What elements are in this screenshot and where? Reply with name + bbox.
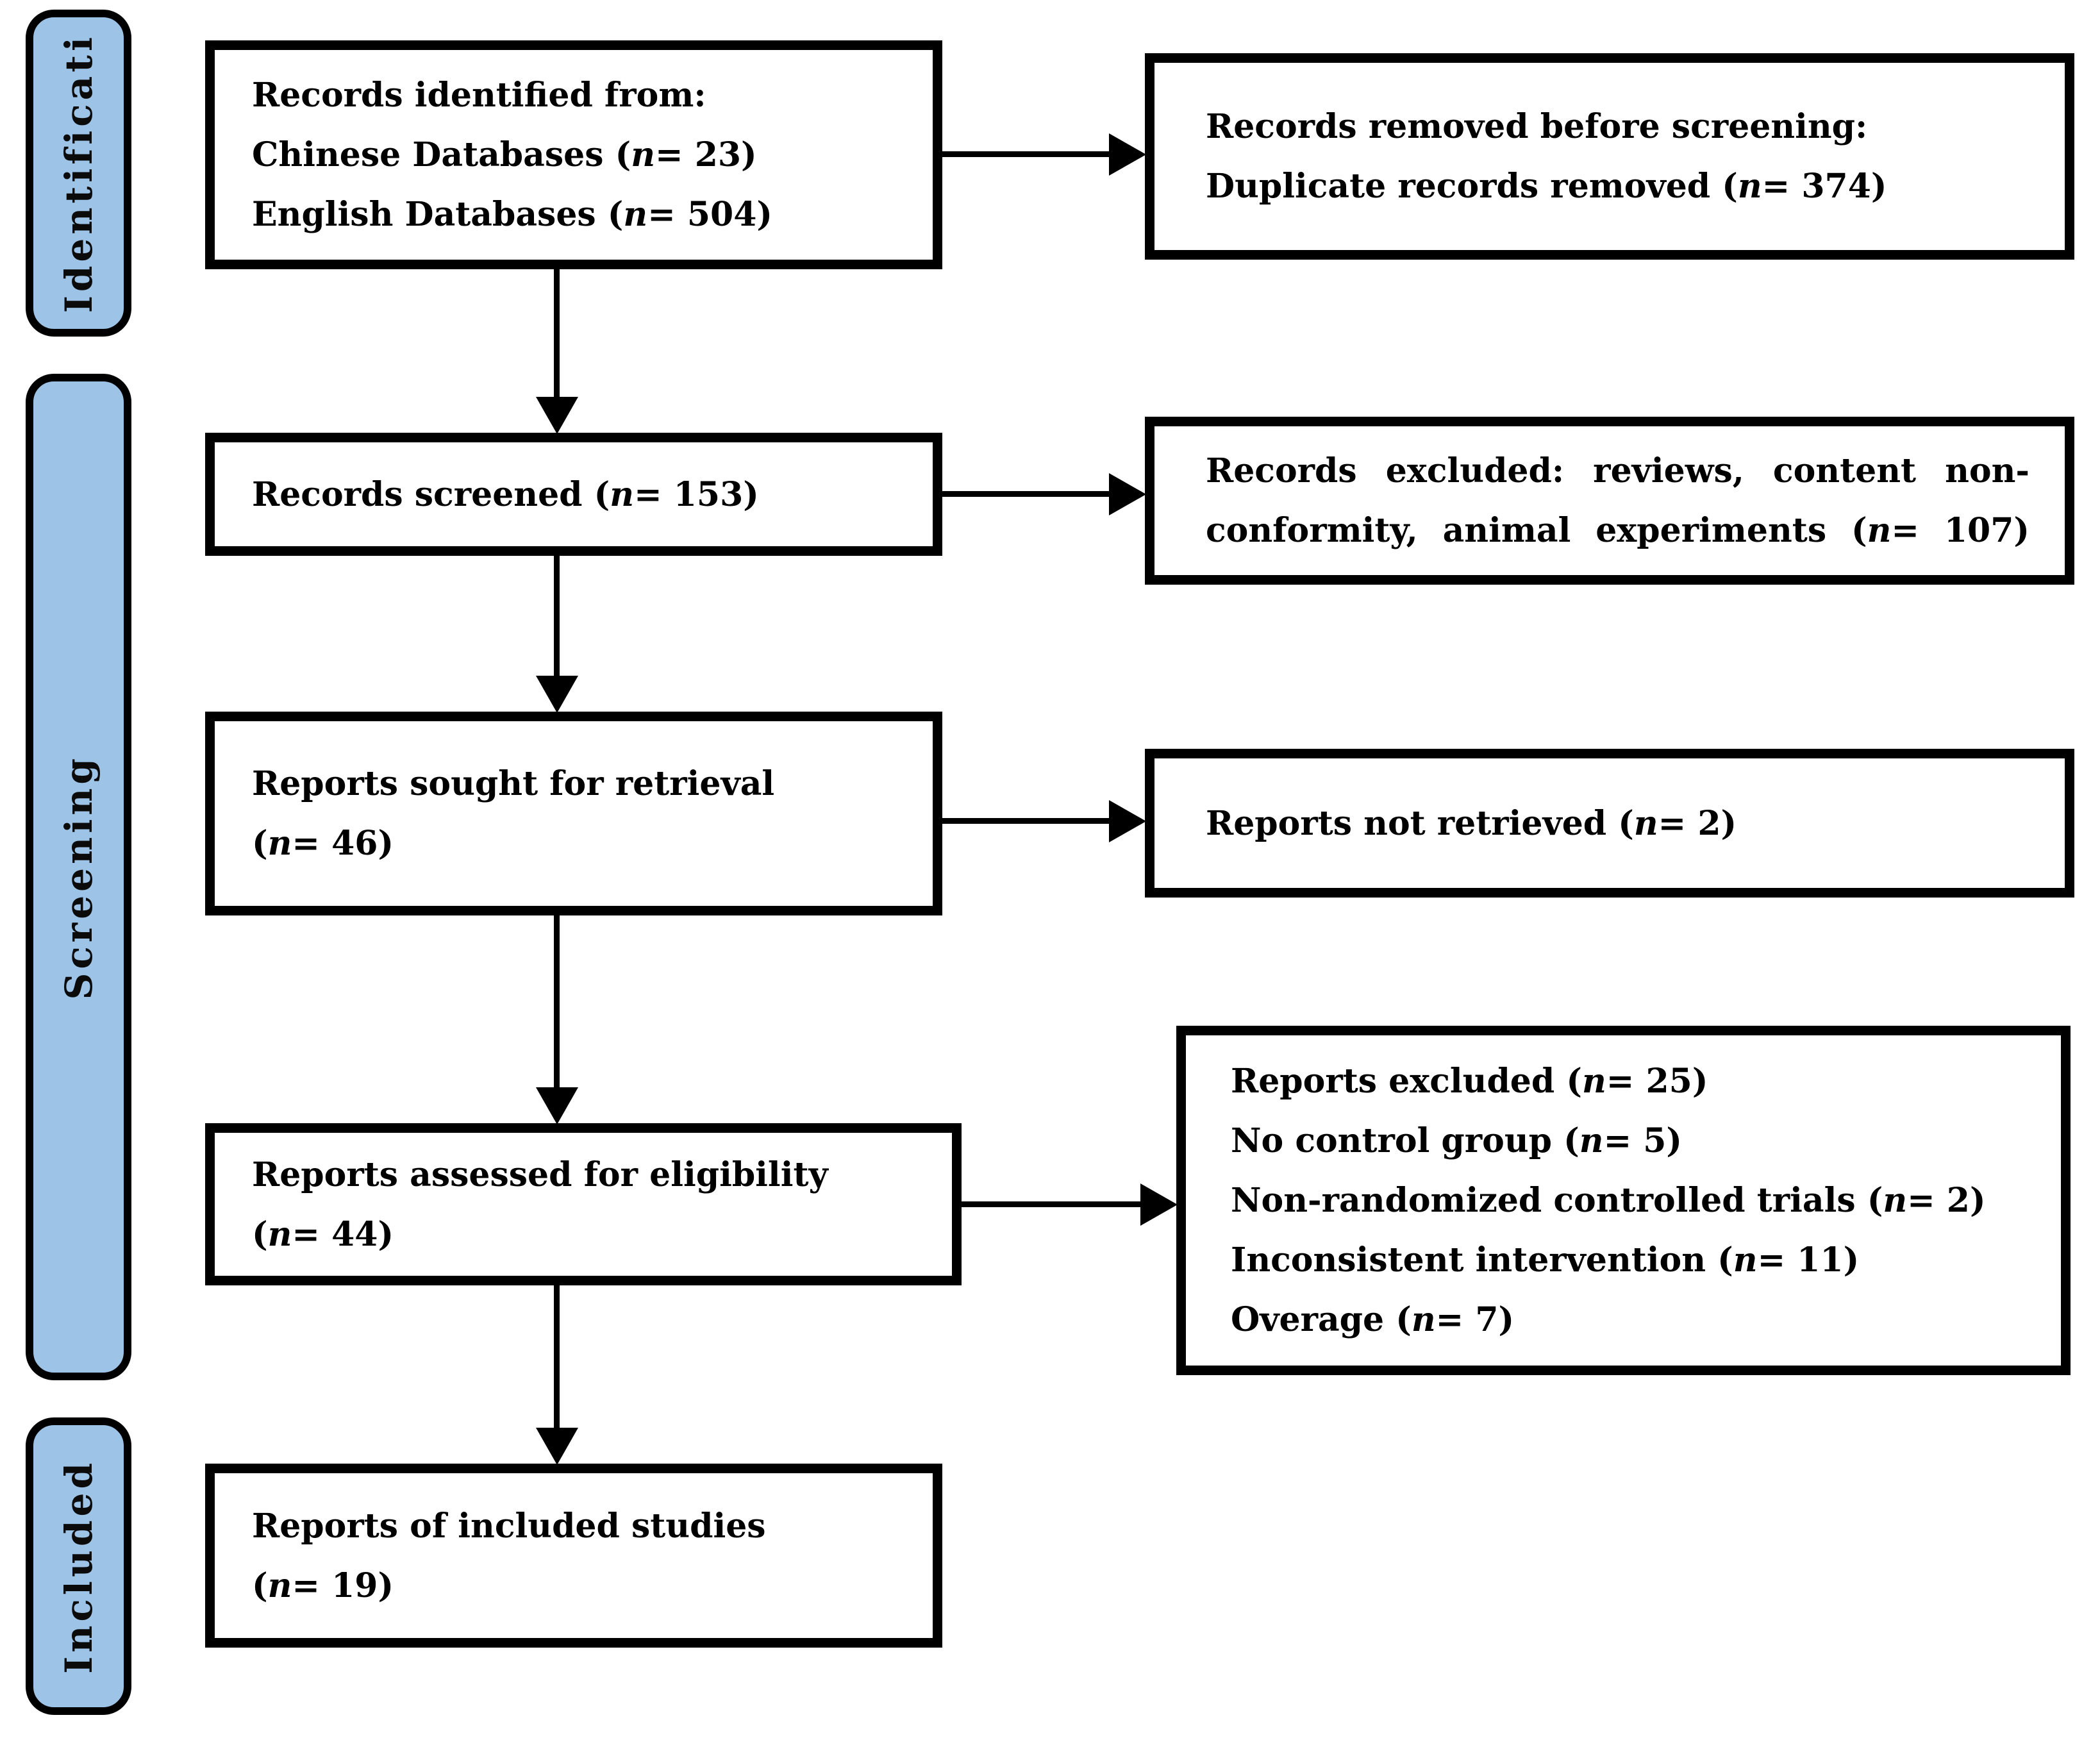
box-reports-sought: Reports sought for retrieval (n= 46) bbox=[205, 712, 942, 915]
records-screened-line-1: Records screened (n= 153) bbox=[252, 474, 759, 514]
reports-assessed-line-1: Reports assessed for eligibility bbox=[252, 1155, 828, 1194]
reports-included-line-1: Reports of included studies bbox=[252, 1506, 766, 1546]
arrow-identified-to-screened-line bbox=[554, 269, 560, 399]
arrow-assessed-to-excluded-head bbox=[1140, 1183, 1178, 1226]
arrow-identified-to-screened-head bbox=[536, 397, 578, 434]
stage-included: Included bbox=[26, 1417, 131, 1715]
arrow-assessed-to-included-line bbox=[554, 1285, 560, 1430]
arrow-identified-to-removed-head bbox=[1109, 133, 1146, 176]
arrow-screened-to-sought-head bbox=[536, 676, 578, 713]
stage-identification: Identificati bbox=[26, 10, 131, 337]
box-records-screened: Records screened (n= 153) bbox=[205, 433, 942, 556]
arrow-assessed-to-included-head bbox=[536, 1428, 578, 1465]
arrow-sought-to-notretrieved-head bbox=[1109, 800, 1146, 842]
box-reports-not-retrieved: Reports not retrieved (n= 2) bbox=[1145, 749, 2074, 898]
box-records-identified: Records identified from: Chinese Databas… bbox=[205, 40, 942, 269]
arrow-assessed-to-excluded-line bbox=[962, 1201, 1141, 1207]
arrow-sought-to-assessed-head bbox=[536, 1087, 578, 1124]
reports-excluded-line-3: Non-randomized controlled trials (n= 2) bbox=[1231, 1181, 1986, 1220]
box-reports-excluded-eligibility: Reports excluded (n= 25) No control grou… bbox=[1176, 1026, 2071, 1375]
records-removed-line-2: Duplicate records removed (n= 374) bbox=[1206, 167, 1887, 206]
records-removed-line-1: Records removed before screening: bbox=[1206, 107, 1868, 146]
arrow-sought-to-notretrieved-line bbox=[942, 818, 1110, 824]
arrow-identified-to-removed-line bbox=[942, 151, 1110, 157]
box-reports-assessed: Reports assessed for eligibility (n= 44) bbox=[205, 1123, 962, 1285]
arrow-screened-to-excluded-line bbox=[942, 491, 1110, 497]
reports-excluded-line-2: No control group (n= 5) bbox=[1231, 1121, 1683, 1160]
records-excluded-line-2: conformity, animal experiments (n= 107) bbox=[1206, 511, 2030, 550]
records-identified-line-2: Chinese Databases (n= 23) bbox=[252, 135, 757, 174]
stage-included-label: Included bbox=[56, 1458, 101, 1674]
records-identified-line-3: English Databases (n= 504) bbox=[252, 195, 773, 234]
reports-excluded-line-4: Inconsistent intervention (n= 11) bbox=[1231, 1241, 1860, 1280]
records-excluded-line-1: Records excluded: reviews, content non- bbox=[1206, 451, 2029, 490]
arrow-screened-to-sought-line bbox=[554, 555, 560, 678]
records-identified-line-1: Records identified from: bbox=[252, 76, 706, 115]
reports-sought-line-1: Reports sought for retrieval bbox=[252, 764, 775, 803]
stage-screening: Screening bbox=[26, 374, 131, 1380]
stage-identification-label: Identificati bbox=[56, 33, 101, 313]
reports-included-line-2: (n= 19) bbox=[252, 1566, 394, 1605]
box-reports-included: Reports of included studies (n= 19) bbox=[205, 1464, 942, 1648]
arrow-screened-to-excluded-head bbox=[1109, 473, 1146, 515]
box-records-excluded-screening: Records excluded: reviews, content non- … bbox=[1145, 417, 2074, 585]
stage-screening-label: Screening bbox=[56, 754, 101, 1000]
reports-excluded-line-5: Overage (n= 7) bbox=[1231, 1300, 1515, 1339]
arrow-sought-to-assessed-line bbox=[554, 915, 560, 1089]
reports-excluded-line-1: Reports excluded (n= 25) bbox=[1231, 1062, 1708, 1101]
reports-not-retrieved-line-1: Reports not retrieved (n= 2) bbox=[1206, 803, 1737, 843]
reports-sought-line-2: (n= 46) bbox=[252, 824, 394, 863]
reports-assessed-line-2: (n= 44) bbox=[252, 1214, 394, 1254]
box-records-removed: Records removed before screening: Duplic… bbox=[1145, 53, 2074, 260]
